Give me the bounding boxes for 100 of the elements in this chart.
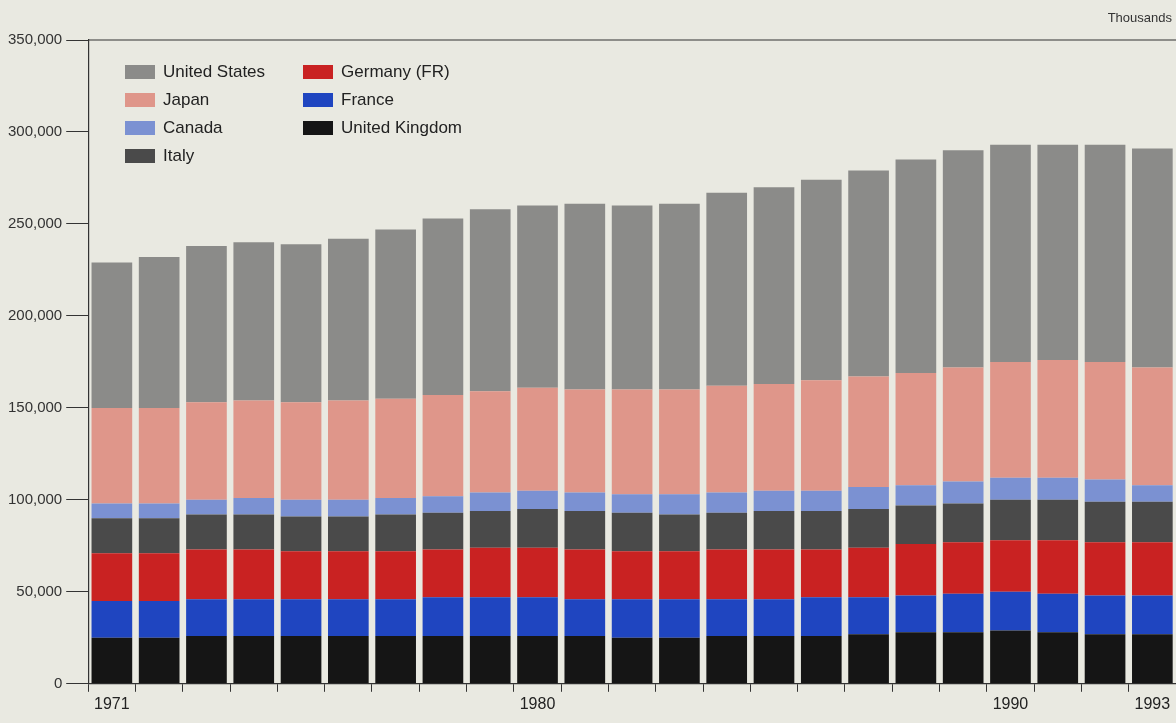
bar	[753, 599, 795, 636]
bar	[611, 494, 653, 513]
y-tick-label: 200,000	[7, 306, 63, 324]
bar	[91, 503, 133, 519]
bar	[1037, 540, 1079, 594]
bar	[1084, 361, 1126, 480]
bar	[1084, 542, 1126, 596]
bar	[706, 492, 748, 513]
bar	[91, 601, 133, 638]
legend-label: Canada	[163, 118, 223, 138]
bar	[469, 635, 511, 684]
bar	[706, 549, 748, 600]
bar	[1037, 632, 1079, 684]
bar	[564, 599, 606, 636]
bar	[753, 510, 795, 550]
bar	[138, 407, 180, 504]
bar	[517, 635, 558, 684]
bar	[91, 553, 133, 602]
bar	[422, 635, 464, 684]
bar	[1037, 360, 1079, 478]
bar	[469, 391, 511, 493]
bar	[233, 242, 275, 401]
bar	[280, 402, 322, 500]
bar	[186, 549, 227, 600]
y-tick-label: 150,000	[7, 398, 63, 416]
bar	[564, 549, 606, 600]
bar	[564, 389, 606, 493]
bar	[895, 372, 937, 486]
bar	[422, 218, 464, 396]
bar	[895, 632, 937, 684]
bar	[1037, 593, 1079, 633]
bar	[659, 551, 700, 600]
bar	[186, 599, 227, 636]
bar	[611, 512, 653, 552]
bar	[611, 205, 653, 390]
bar	[706, 192, 748, 386]
bar	[280, 635, 322, 684]
bar	[91, 407, 133, 504]
bar	[753, 383, 795, 491]
bar	[422, 549, 464, 598]
bar	[848, 597, 889, 635]
bar	[517, 509, 558, 548]
bar	[1132, 501, 1173, 543]
bar	[611, 551, 653, 600]
bar	[1132, 595, 1173, 635]
bar	[328, 499, 369, 517]
bar	[659, 494, 700, 515]
y-tick-label: 50,000	[16, 581, 63, 599]
legend-label: Japan	[163, 90, 210, 110]
bar	[469, 547, 511, 598]
bar	[91, 518, 133, 554]
legend-label: Germany (FR)	[341, 62, 450, 82]
bar	[1037, 144, 1079, 361]
bar	[753, 490, 795, 511]
bar	[659, 203, 700, 390]
bar	[422, 395, 464, 497]
bar	[564, 635, 606, 684]
bar	[706, 599, 748, 636]
bar	[990, 540, 1031, 592]
bar	[848, 486, 889, 510]
bar	[422, 496, 464, 513]
bar	[848, 376, 889, 487]
bar	[753, 635, 795, 684]
bar	[1037, 499, 1079, 541]
bar	[138, 553, 180, 602]
bar	[848, 634, 889, 684]
bar	[942, 632, 984, 684]
bar	[659, 389, 700, 495]
bar	[328, 635, 369, 684]
bar	[280, 499, 322, 517]
bar	[564, 492, 606, 511]
bar	[233, 549, 275, 600]
bar	[611, 599, 653, 638]
bar	[706, 635, 748, 684]
bar	[233, 514, 275, 550]
bar	[138, 257, 180, 408]
bar	[138, 518, 180, 554]
bar	[517, 387, 558, 491]
bar	[800, 179, 842, 381]
bar	[328, 551, 369, 600]
bar	[990, 630, 1031, 684]
x-tick-label: 1971	[94, 694, 130, 712]
bar	[895, 544, 937, 596]
bar	[186, 635, 227, 684]
bar	[706, 385, 748, 493]
bar	[469, 209, 511, 392]
bar	[848, 509, 889, 548]
bar	[706, 512, 748, 550]
bar	[233, 599, 275, 636]
bar	[517, 205, 558, 388]
bar	[990, 144, 1031, 362]
legend-label: United Kingdom	[341, 118, 463, 138]
y-tick-label: 0	[53, 673, 63, 691]
legend-label: France	[341, 90, 394, 110]
bar	[753, 549, 795, 600]
bar	[91, 637, 133, 684]
bar	[375, 398, 416, 499]
bar	[469, 597, 511, 636]
bar	[517, 490, 558, 510]
bar	[800, 549, 842, 598]
